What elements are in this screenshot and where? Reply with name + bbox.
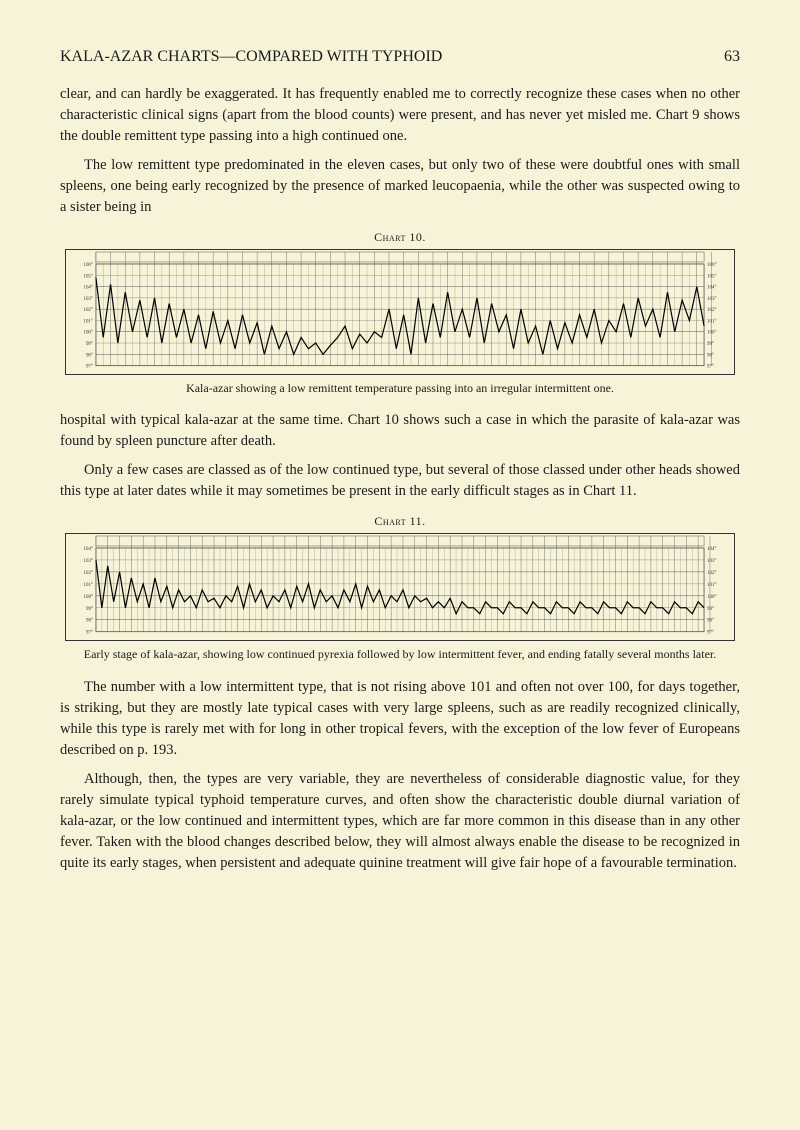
paragraph-5: The number with a low intermittent type,… [60, 677, 740, 761]
svg-text:98°: 98° [86, 353, 93, 358]
svg-text:102°: 102° [84, 571, 93, 576]
svg-text:101°: 101° [84, 583, 93, 588]
svg-text:100°: 100° [707, 331, 716, 336]
svg-text:100°: 100° [83, 331, 92, 336]
svg-text:106°: 106° [83, 263, 92, 268]
svg-text:99°: 99° [707, 607, 714, 612]
svg-text:97°: 97° [707, 365, 714, 370]
page-header: KALA-AZAR CHARTS—COMPARED WITH TYPHOID 6… [60, 48, 740, 66]
svg-text:98°: 98° [86, 619, 93, 624]
svg-text:105°: 105° [83, 274, 92, 279]
page-number: 63 [724, 48, 740, 66]
svg-text:98°: 98° [707, 353, 714, 358]
svg-text:104°: 104° [707, 286, 716, 291]
paragraph-1: clear, and can hardly be exaggerated. It… [60, 84, 740, 147]
svg-text:106°: 106° [707, 263, 716, 268]
paragraph-6: Although, then, the types are very varia… [60, 769, 740, 874]
svg-text:97°: 97° [707, 631, 714, 636]
svg-text:103°: 103° [83, 297, 92, 302]
svg-text:103°: 103° [707, 297, 716, 302]
chart-11-caption: Early stage of kala-azar, showing low co… [60, 647, 740, 663]
svg-text:99°: 99° [86, 607, 93, 612]
svg-text:98°: 98° [707, 619, 714, 624]
paragraph-4: Only a few cases are classed as of the l… [60, 460, 740, 502]
svg-text:104°: 104° [83, 286, 92, 291]
chart-11-label: Chart 11. [60, 514, 740, 529]
chart-10: 97° 98° 99° 100° 101° 102° 103° 104° 105° 106° 97°… [65, 249, 735, 375]
svg-text:103°: 103° [84, 559, 93, 564]
svg-text:104°: 104° [84, 547, 93, 552]
header-title: KALA-AZAR CHARTS—COMPARED WITH TYPHOID [60, 48, 442, 66]
chart-11: 97° 98° 99° 100° 101° 102° 103° 104° 97° 98° 99° 10… [65, 533, 735, 641]
chart-10-container: 97° 98° 99° 100° 101° 102° 103° 104° 105° 106° 97°… [65, 249, 735, 375]
svg-text:105°: 105° [707, 274, 716, 279]
svg-text:102°: 102° [707, 571, 716, 576]
svg-text:102°: 102° [83, 308, 92, 313]
paragraph-2: The low remittent type predominated in t… [60, 155, 740, 218]
svg-text:97°: 97° [86, 365, 93, 370]
svg-text:101°: 101° [707, 583, 716, 588]
chart-10-label: Chart 10. [60, 230, 740, 245]
svg-text:103°: 103° [707, 559, 716, 564]
svg-text:100°: 100° [707, 595, 716, 600]
paragraph-3: hospital with typical kala-azar at the s… [60, 410, 740, 452]
svg-text:99°: 99° [707, 342, 714, 347]
svg-text:101°: 101° [707, 320, 716, 325]
svg-text:102°: 102° [707, 308, 716, 313]
svg-text:101°: 101° [83, 320, 92, 325]
svg-text:100°: 100° [84, 595, 93, 600]
svg-text:99°: 99° [86, 342, 93, 347]
chart-10-caption: Kala-azar showing a low remittent temper… [60, 381, 740, 397]
svg-text:104°: 104° [707, 547, 716, 552]
svg-text:97°: 97° [86, 631, 93, 636]
chart-11-container: 97° 98° 99° 100° 101° 102° 103° 104° 97° 98° 99° 10… [65, 533, 735, 641]
